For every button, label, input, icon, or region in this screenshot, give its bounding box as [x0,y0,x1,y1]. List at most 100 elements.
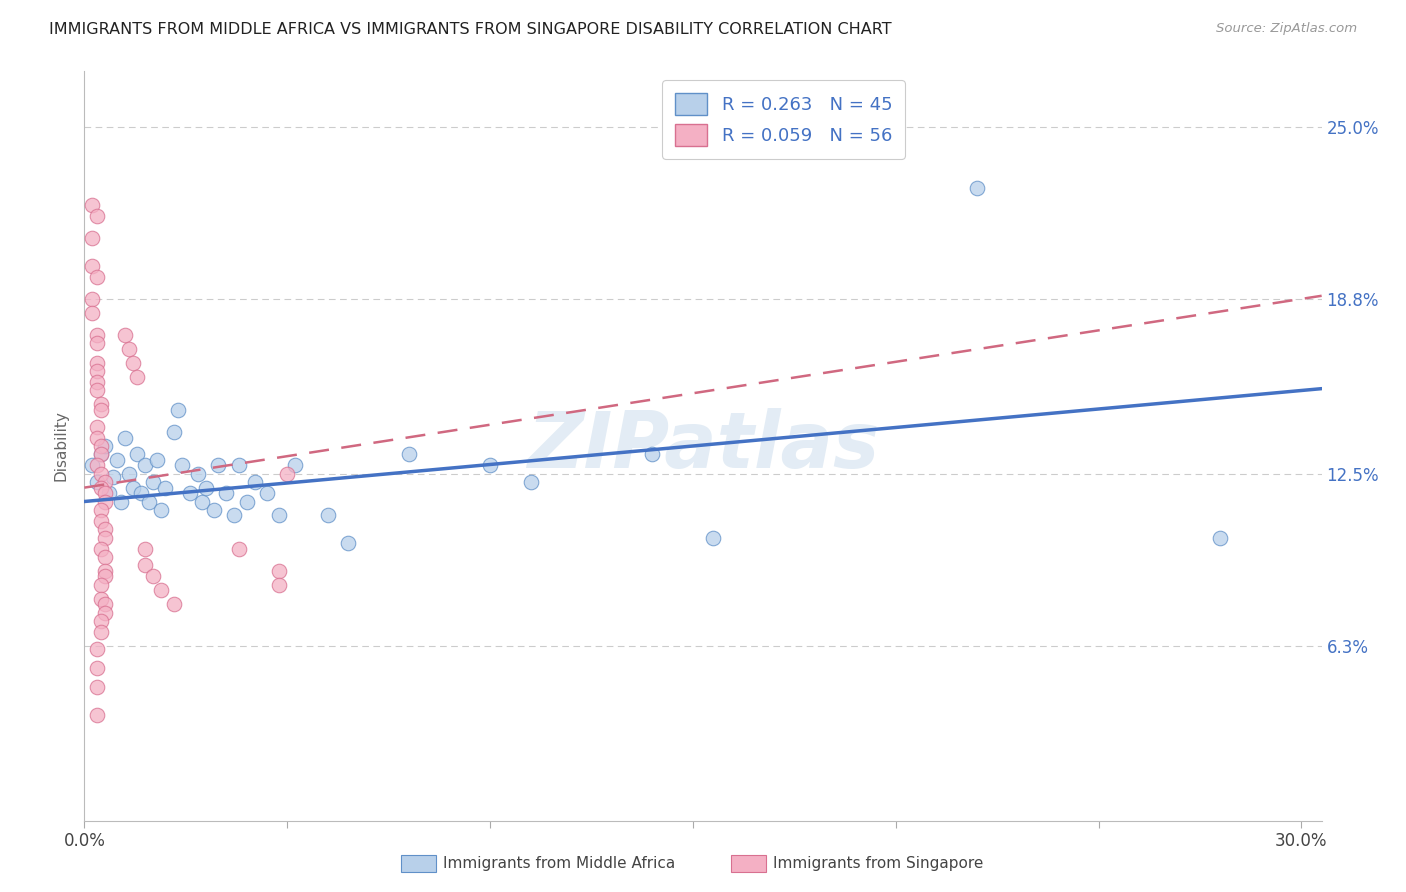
Point [93,597,115,611]
Text: Immigrants from Singapore: Immigrants from Singapore [773,856,984,871]
Point [479,458,502,473]
Point [155,481,177,495]
Text: ZIPatlas: ZIPatlas [527,408,879,484]
Point [337,536,360,550]
Point [170,458,193,473]
Point [127,447,149,461]
Point [93,549,115,564]
Point [90,591,112,606]
Point [114,328,136,343]
Point [122,481,145,495]
Point [284,458,307,473]
Point [202,503,225,517]
Point [519,475,541,489]
Point [110,494,132,508]
Point [702,531,724,545]
Point [82,292,104,306]
Point [82,231,104,245]
Point [86,209,108,223]
Point [93,531,115,545]
Point [235,494,257,508]
Point [93,494,115,508]
Point [166,403,188,417]
Point [93,522,115,536]
Point [82,259,104,273]
Point [93,606,115,620]
Legend: R = 0.263   N = 45, R = 0.059   N = 56: R = 0.263 N = 45, R = 0.059 N = 56 [662,80,905,159]
Point [134,458,156,473]
Point [105,453,128,467]
Point [276,467,298,481]
Point [90,403,112,417]
Point [90,447,112,461]
Point [134,558,156,573]
Point [142,475,165,489]
Point [146,453,169,467]
Point [86,475,108,489]
Point [122,356,145,370]
Point [127,369,149,384]
Point [398,447,420,461]
Point [93,569,115,583]
Point [316,508,339,523]
Point [179,486,201,500]
Point [162,597,184,611]
Point [228,541,250,556]
Text: IMMIGRANTS FROM MIDDLE AFRICA VS IMMIGRANTS FROM SINGAPORE DISABILITY CORRELATIO: IMMIGRANTS FROM MIDDLE AFRICA VS IMMIGRA… [49,22,891,37]
Point [93,439,115,453]
Point [93,564,115,578]
Point [267,578,290,592]
Text: Immigrants from Middle Africa: Immigrants from Middle Africa [443,856,675,871]
Point [101,469,124,483]
Point [90,503,112,517]
Point [118,342,141,356]
Point [224,508,246,523]
Point [86,269,108,284]
Point [90,614,112,628]
Point [138,494,160,508]
Point [129,486,152,500]
Point [86,431,108,445]
Point [90,578,112,592]
Point [93,486,115,500]
Point [114,431,136,445]
Point [118,467,141,481]
Point [195,481,218,495]
Point [86,384,108,398]
Point [86,364,108,378]
Point [243,475,266,489]
Point [90,467,112,481]
Point [86,336,108,351]
Point [90,447,112,461]
Point [1209,531,1232,545]
Point [86,641,108,656]
Point [90,397,112,411]
Point [86,681,108,695]
Point [267,508,290,523]
Point [134,541,156,556]
Point [90,624,112,639]
Point [191,494,214,508]
Point [82,306,104,320]
Point [86,419,108,434]
Point [228,458,250,473]
Point [162,425,184,439]
Point [86,708,108,723]
Point [966,181,988,195]
Point [267,564,290,578]
Y-axis label: Disability: Disability [53,410,69,482]
Point [90,514,112,528]
Point [86,356,108,370]
Point [150,503,173,517]
Point [90,541,112,556]
Point [256,486,278,500]
Point [86,375,108,389]
Point [90,481,112,495]
Point [641,447,664,461]
Point [142,569,165,583]
Text: Source: ZipAtlas.com: Source: ZipAtlas.com [1216,22,1357,36]
Point [207,458,229,473]
Point [93,475,115,489]
Point [86,661,108,675]
Point [187,467,209,481]
